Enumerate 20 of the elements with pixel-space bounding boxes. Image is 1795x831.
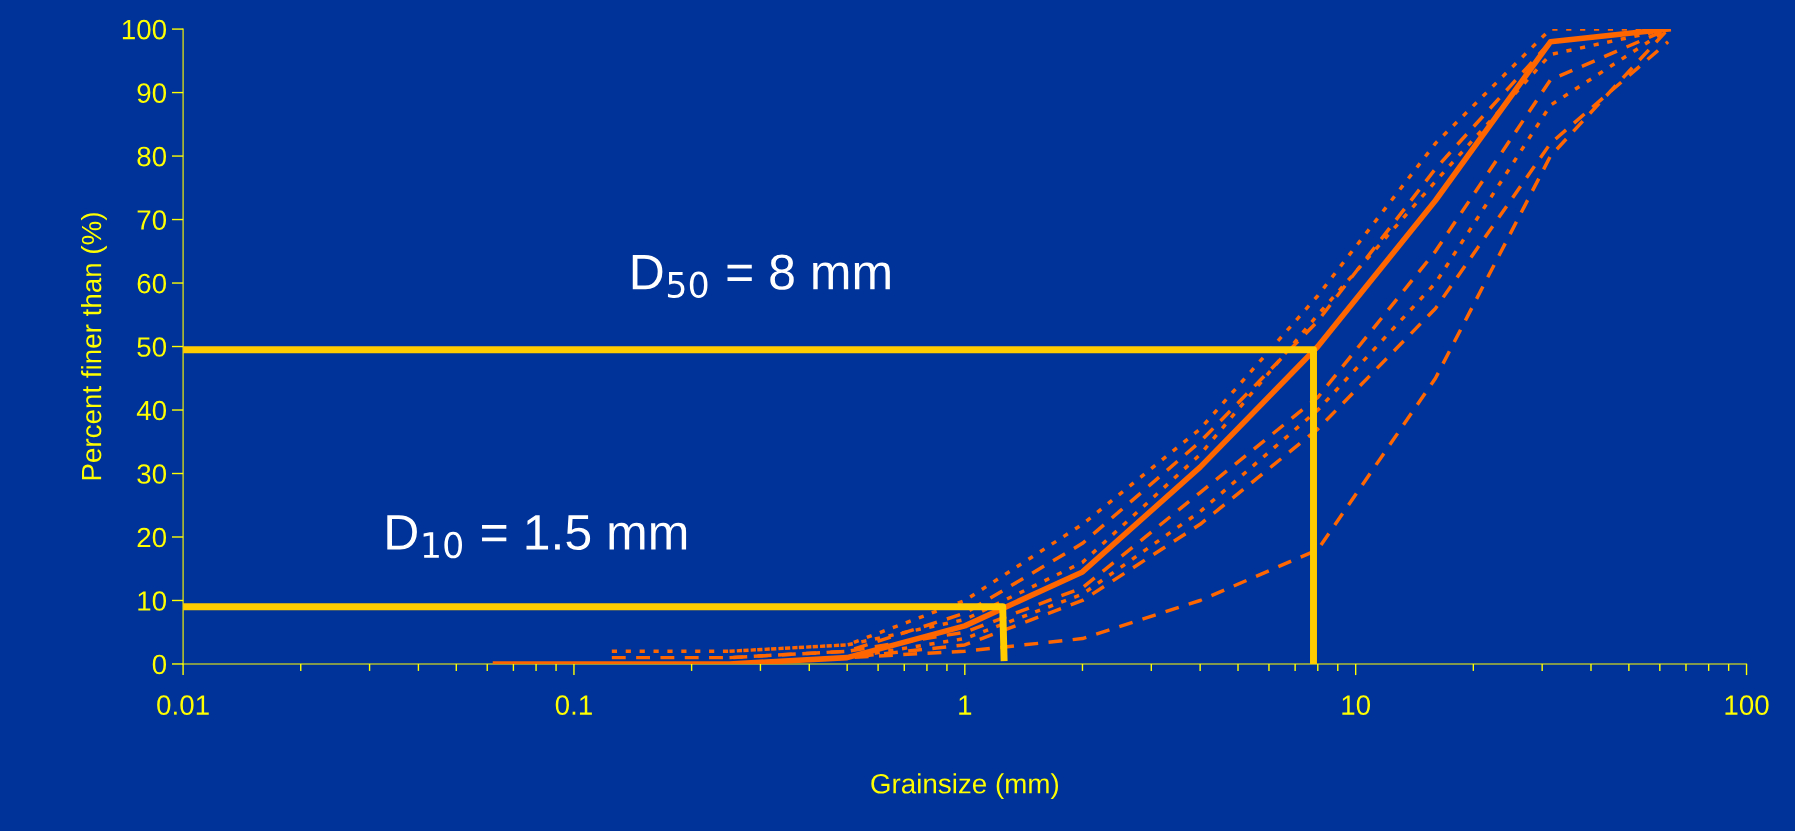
- y-tick-label: 0: [152, 654, 167, 675]
- y-tick-label: 50: [137, 337, 167, 357]
- x-tick-label: 10: [1342, 695, 1371, 715]
- x-tick-label: 100: [1725, 695, 1769, 715]
- annotation: D$_{50}$ = 8 mm: [632, 254, 890, 298]
- y-tick-label: 60: [137, 273, 167, 294]
- y-tick-label: 100: [122, 19, 167, 40]
- y-axis-title: Percent finer than (%): [80, 213, 107, 480]
- x-tick-label: 0.01: [157, 695, 209, 715]
- annotation: D$_{10}$ = 1.5 mm: [387, 515, 687, 559]
- y-tick-label: 40: [136, 400, 167, 421]
- x-axis-title: Grainsize (mm): [871, 773, 1058, 800]
- y-tick-label: 70: [137, 210, 167, 230]
- y-tick-label: 30: [137, 464, 167, 484]
- y-tick-label: 90: [137, 83, 167, 103]
- y-tick-label: 20: [137, 527, 167, 548]
- x-tick-label: 1: [959, 695, 972, 715]
- y-tick-label: 80: [137, 146, 167, 167]
- y-tick-label: 10: [138, 591, 167, 611]
- x-tick-label: 0.1: [555, 695, 592, 715]
